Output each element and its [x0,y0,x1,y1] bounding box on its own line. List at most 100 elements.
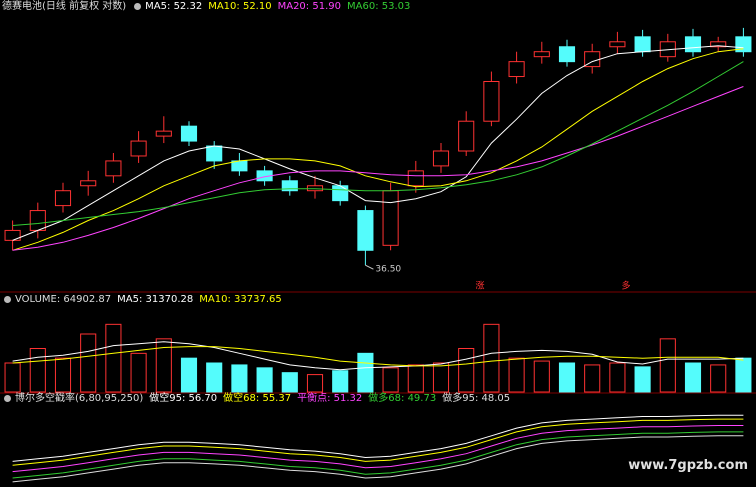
chart-title: 德赛电池(日线 前复权 对数) [2,1,127,12]
candle-body [432,150,450,167]
volume-bar [4,362,21,393]
ma-line [12,431,744,479]
volume-bar [256,367,273,393]
legend-name: MA10 [208,1,237,12]
legend-name: 做多95 [442,393,475,404]
legend-value: : 56.70 [181,393,218,404]
legend-name: MA20 [277,1,306,12]
legend-name: 做空95 [149,393,182,404]
legend-value: : 48.05 [474,393,511,404]
candle-body [29,210,46,231]
volume-bar [710,364,727,393]
ma-line [12,341,744,371]
volume-bar [684,362,702,393]
volume-bar [609,362,626,393]
volume-bar [80,333,97,393]
candle-body [357,210,374,251]
candle-body [483,81,500,122]
legend-value: : 49.73 [401,393,437,404]
legend-name: 做多68 [368,393,402,404]
candle-body [407,170,424,187]
legend-name: MA10 [199,294,228,305]
candle-body [508,61,525,78]
indicator-header: 博尔多空戳率(6,80,95,250) 做空95: 56.70 做空68: 55.3… [2,393,516,405]
candle-body [533,51,550,58]
ma-line [12,45,744,241]
candle-body [180,125,198,142]
watermark: www.7gpzb.com [628,458,748,473]
candle-body [105,160,122,177]
ma-line [12,48,744,251]
candle-body [634,36,651,53]
ma-line [12,86,744,251]
volume-bar [357,352,374,393]
volume-bar [54,357,72,393]
volume-bar [29,348,46,393]
volume-bar [206,362,223,393]
volume-bar [382,367,399,393]
volume-bar [558,362,576,393]
volume-bar [231,364,248,393]
volume-bar [735,357,752,393]
candle-body [458,120,475,152]
volume-bar [483,323,500,393]
legend-name: 平衡点 [297,393,328,404]
volume-bar [584,364,601,393]
volume-bar [155,338,172,393]
candle-body [609,41,626,48]
volume-bar [458,348,475,393]
legend-name: MA5 [117,294,139,305]
volume-bar [533,360,550,393]
volume-bar [659,338,676,393]
candle-body [735,36,752,53]
signal: 多 [621,280,630,292]
volume-header: VOLUME: 64902.87 MA5: 31370.28 MA10: 33737… [2,294,288,306]
indicator-title: 博尔多空戳率(6,80,95,250) [15,393,144,404]
low-label: 36.50 [375,265,401,275]
legend-value: : 51.32 [327,393,363,404]
volume-bar [130,352,147,393]
volume-bar [407,364,424,393]
legend-value: : 52.10 [236,1,272,12]
candle-body [155,130,172,137]
volume-value: : 64902.87 [56,294,112,305]
legend-value: : 55.37 [255,393,292,404]
ma-line [12,61,744,226]
price-header: 德赛电池(日线 前复权 对数) MA5: 52.32 MA10: 52.10 MA20… [2,1,416,13]
candle-body [4,229,21,241]
volume-bar [306,374,324,393]
candle-body [281,180,298,192]
legend-value: : 52.32 [167,1,203,12]
volume-bar [281,372,298,393]
legend-name: 做空68 [223,393,256,404]
candle-body [332,185,349,202]
volume-bar [508,357,525,393]
candle-body [80,180,97,187]
legend-name: MA5 [145,1,168,12]
volume-bar [105,323,122,393]
legend-value: : 53.03 [375,1,411,12]
candle-body [54,190,72,207]
legend-value: : 33737.65 [227,294,282,305]
candle-body [130,140,147,157]
volume-bar [332,370,349,393]
candle-body [684,36,702,53]
ma-line [12,346,744,367]
ma-line [12,414,744,462]
ma-line [12,418,744,466]
legend-value: : 51.90 [305,1,341,12]
volume-title: VOLUME [15,294,57,305]
candle-body [710,41,727,48]
candle-body [206,145,223,162]
legend-name: MA60 [346,1,376,12]
ma-line [12,435,744,483]
candle-body [558,46,576,63]
low-pointer [365,264,374,270]
volume-bar [432,362,450,393]
ma-line [12,425,744,473]
legend-value: : 31370.28 [138,294,194,305]
candle-body [382,190,399,246]
volume-bar [634,366,651,393]
